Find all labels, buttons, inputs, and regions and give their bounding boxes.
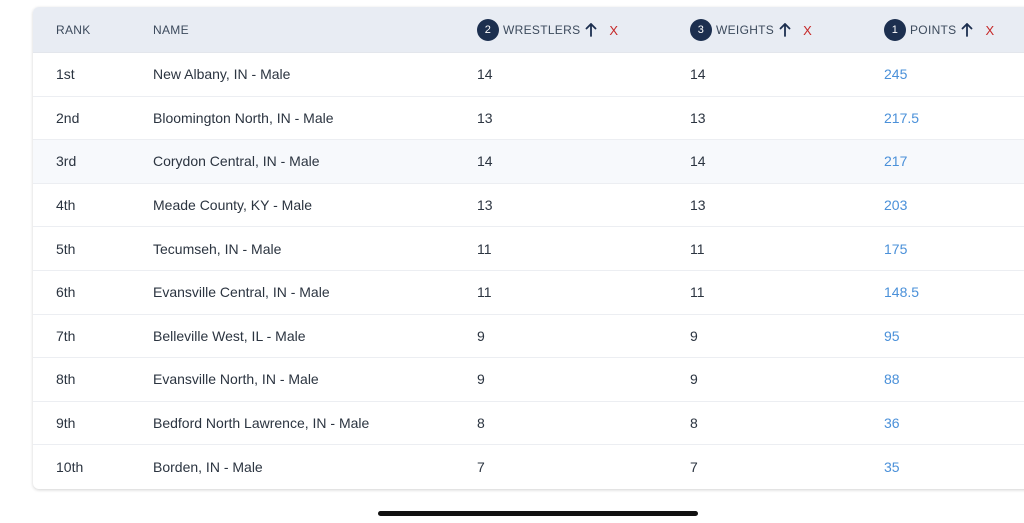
wrestlers-cell: 9 bbox=[477, 327, 485, 344]
weights-cell: 14 bbox=[690, 66, 706, 83]
col-header-name[interactable]: NAME bbox=[153, 7, 189, 53]
rank-cell: 5th bbox=[56, 240, 76, 257]
rank-cell: 4th bbox=[56, 197, 76, 214]
points-link[interactable]: 35 bbox=[884, 459, 900, 476]
arrow-up-icon[interactable] bbox=[585, 23, 597, 37]
team-name-cell: Bloomington North, IN - Male bbox=[153, 109, 334, 126]
points-link[interactable]: 148.5 bbox=[884, 284, 920, 301]
points-link[interactable]: 217.5 bbox=[884, 109, 920, 126]
arrow-up-icon[interactable] bbox=[779, 23, 791, 37]
table-row: 6th Evansville Central, IN - Male 11 11 … bbox=[33, 271, 1024, 315]
col-header-points-label: POINTS bbox=[910, 23, 957, 37]
arrow-up-icon[interactable] bbox=[961, 23, 973, 37]
points-link[interactable]: 95 bbox=[884, 327, 900, 344]
points-link[interactable]: 203 bbox=[884, 197, 908, 214]
sort-order-badge: 1 bbox=[884, 19, 906, 41]
team-name-cell: Corydon Central, IN - Male bbox=[153, 153, 320, 170]
team-name-cell: Borden, IN - Male bbox=[153, 459, 263, 476]
col-header-name-label: NAME bbox=[153, 23, 189, 37]
table-row: 8th Evansville North, IN - Male 9 9 88 bbox=[33, 358, 1024, 402]
col-header-points[interactable]: 1 POINTS X bbox=[884, 7, 994, 53]
col-header-rank-label: RANK bbox=[56, 23, 91, 37]
team-name-cell: New Albany, IN - Male bbox=[153, 66, 291, 83]
weights-cell: 11 bbox=[690, 240, 705, 257]
rank-cell: 10th bbox=[56, 459, 84, 476]
points-link[interactable]: 36 bbox=[884, 415, 900, 432]
table-row: 2nd Bloomington North, IN - Male 13 13 2… bbox=[33, 97, 1024, 141]
table-row: 1st New Albany, IN - Male 14 14 245 bbox=[33, 53, 1024, 97]
table-row: 5th Tecumseh, IN - Male 11 11 175 bbox=[33, 227, 1024, 271]
points-link[interactable]: 245 bbox=[884, 66, 908, 83]
col-header-wrestlers[interactable]: 2 WRESTLERS X bbox=[477, 7, 618, 53]
weights-cell: 7 bbox=[690, 459, 698, 476]
wrestlers-cell: 9 bbox=[477, 371, 485, 388]
table-row: 7th Belleville West, IL - Male 9 9 95 bbox=[33, 315, 1024, 359]
remove-sort-points-button[interactable]: X bbox=[985, 22, 995, 38]
team-rankings-table: RANK NAME 2 WRESTLERS X 3 WEIGHTS X 1 PO… bbox=[33, 7, 1024, 489]
team-name-cell: Meade County, KY - Male bbox=[153, 197, 313, 214]
table-body: 1st New Albany, IN - Male 14 14 245 2nd … bbox=[33, 53, 1024, 489]
sort-order-badge: 2 bbox=[477, 19, 499, 41]
weights-cell: 14 bbox=[690, 153, 706, 170]
table-row: 3rd Corydon Central, IN - Male 14 14 217 bbox=[33, 140, 1024, 184]
rank-cell: 1st bbox=[56, 66, 75, 83]
table-row: 10th Borden, IN - Male 7 7 35 bbox=[33, 445, 1024, 489]
points-link[interactable]: 217 bbox=[884, 153, 908, 170]
weights-cell: 8 bbox=[690, 415, 698, 432]
rank-cell: 2nd bbox=[56, 109, 80, 126]
wrestlers-cell: 13 bbox=[477, 197, 493, 214]
rank-cell: 7th bbox=[56, 327, 76, 344]
sort-order-badge: 3 bbox=[690, 19, 712, 41]
table-row: 9th Bedford North Lawrence, IN - Male 8 … bbox=[33, 402, 1024, 446]
team-name-cell: Bedford North Lawrence, IN - Male bbox=[153, 415, 370, 432]
points-link[interactable]: 175 bbox=[884, 240, 908, 257]
wrestlers-cell: 7 bbox=[477, 459, 485, 476]
table-row: 4th Meade County, KY - Male 13 13 203 bbox=[33, 184, 1024, 228]
rank-cell: 8th bbox=[56, 371, 76, 388]
team-name-cell: Evansville North, IN - Male bbox=[153, 371, 319, 388]
rank-cell: 6th bbox=[56, 284, 76, 301]
col-header-rank[interactable]: RANK bbox=[56, 7, 91, 53]
table-header: RANK NAME 2 WRESTLERS X 3 WEIGHTS X 1 PO… bbox=[33, 7, 1024, 53]
points-link[interactable]: 88 bbox=[884, 371, 900, 388]
wrestlers-cell: 13 bbox=[477, 109, 493, 126]
wrestlers-cell: 14 bbox=[477, 66, 493, 83]
col-header-wrestlers-label: WRESTLERS bbox=[503, 23, 581, 37]
weights-cell: 13 bbox=[690, 197, 706, 214]
weights-cell: 11 bbox=[690, 284, 705, 301]
team-name-cell: Belleville West, IL - Male bbox=[153, 327, 306, 344]
team-name-cell: Evansville Central, IN - Male bbox=[153, 284, 330, 301]
rank-cell: 3rd bbox=[56, 153, 77, 170]
remove-sort-weights-button[interactable]: X bbox=[803, 22, 813, 38]
team-name-cell: Tecumseh, IN - Male bbox=[153, 240, 282, 257]
wrestlers-cell: 14 bbox=[477, 153, 493, 170]
wrestlers-cell: 11 bbox=[477, 284, 492, 301]
col-header-weights[interactable]: 3 WEIGHTS X bbox=[690, 7, 812, 53]
weights-cell: 9 bbox=[690, 327, 698, 344]
home-indicator[interactable] bbox=[378, 511, 698, 516]
weights-cell: 9 bbox=[690, 371, 698, 388]
weights-cell: 13 bbox=[690, 109, 706, 126]
col-header-weights-label: WEIGHTS bbox=[716, 23, 775, 37]
wrestlers-cell: 8 bbox=[477, 415, 485, 432]
rank-cell: 9th bbox=[56, 415, 76, 432]
remove-sort-wrestlers-button[interactable]: X bbox=[609, 22, 619, 38]
wrestlers-cell: 11 bbox=[477, 240, 492, 257]
